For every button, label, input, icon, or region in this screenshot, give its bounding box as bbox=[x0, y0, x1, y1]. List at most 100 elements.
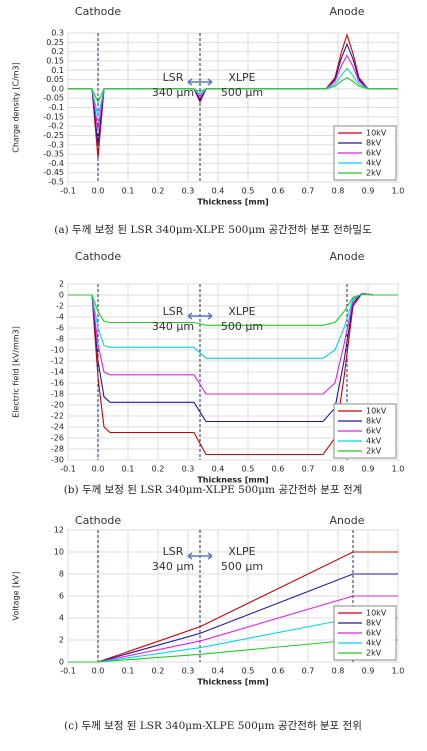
caption: (b) 두께 보정 된 LSR 340μm-XLPE 500μm 공간전하 분포… bbox=[64, 483, 363, 496]
annotation: LSR bbox=[163, 545, 184, 558]
x-tick-label: 0.8 bbox=[332, 465, 345, 474]
x-tick-label: 0.4 bbox=[212, 667, 225, 676]
y-tick-label: -0.15 bbox=[43, 112, 64, 121]
y-tick-label: 12 bbox=[54, 526, 64, 535]
annotation: 340 μm bbox=[152, 86, 194, 99]
legend-label: 4kV bbox=[366, 159, 382, 168]
x-tick-label: 0.1 bbox=[122, 667, 135, 676]
x-tick-label: 0.6 bbox=[272, 187, 285, 196]
x-tick-label: 0.7 bbox=[302, 187, 315, 196]
y-axis-title: Electric field [kV/mm3] bbox=[12, 326, 21, 418]
y-tick-label: -4 bbox=[56, 313, 64, 322]
legend-label: 10kV bbox=[366, 407, 387, 416]
y-axis-title: Voltage [kV] bbox=[12, 572, 21, 621]
line-series bbox=[68, 293, 398, 326]
y-tick-label: -0.25 bbox=[43, 131, 64, 140]
x-tick-label: 0.8 bbox=[332, 187, 345, 196]
annotation: Anode bbox=[330, 5, 365, 18]
y-tick-label: -6 bbox=[56, 324, 64, 333]
x-tick-label: 0.2 bbox=[152, 187, 165, 196]
legend-label: 10kV bbox=[366, 129, 387, 138]
annotation: XLPE bbox=[228, 305, 255, 318]
x-tick-label: 0.6 bbox=[272, 465, 285, 474]
legend-label: 8kV bbox=[366, 417, 382, 426]
annotation: XLPE bbox=[228, 545, 255, 558]
annotation: XLPE bbox=[228, 71, 255, 84]
x-tick-label: 0.7 bbox=[302, 667, 315, 676]
x-tick-label: 0.4 bbox=[212, 465, 225, 474]
caption: (c) 두께 보정 된 LSR 340μm-XLPE 500μm 공간전하 분포… bbox=[64, 719, 362, 732]
legend-label: 8kV bbox=[366, 139, 382, 148]
arrow bbox=[187, 312, 213, 320]
y-tick-label: -0.4 bbox=[48, 159, 64, 168]
y-tick-label: -28 bbox=[51, 445, 64, 454]
y-tick-label: 8 bbox=[59, 570, 64, 579]
legend-label: 2kV bbox=[366, 447, 382, 456]
y-tick-label: -0.2 bbox=[48, 122, 64, 131]
x-tick-label: 0.4 bbox=[212, 187, 225, 196]
y-tick-label: 6 bbox=[59, 592, 64, 601]
legend-label: 6kV bbox=[366, 149, 382, 158]
x-tick-label: 0.3 bbox=[182, 667, 195, 676]
y-axis-title: Charge density [C/m3] bbox=[12, 62, 21, 153]
x-tick-label: 1.0 bbox=[392, 667, 405, 676]
x-axis-title: Thickness [mm] bbox=[197, 198, 268, 207]
x-tick-label: 0.2 bbox=[152, 667, 165, 676]
y-tick-label: -14 bbox=[51, 368, 64, 377]
y-tick-label: -12 bbox=[51, 357, 64, 366]
y-tick-label: 4 bbox=[59, 614, 64, 623]
annotation: LSR bbox=[163, 71, 184, 84]
line-series bbox=[68, 77, 398, 104]
y-tick-label: 0.25 bbox=[46, 38, 64, 47]
legend-label: 2kV bbox=[366, 169, 382, 178]
x-tick-label: 0.8 bbox=[332, 667, 345, 676]
x-tick-label: 0.1 bbox=[122, 187, 135, 196]
y-tick-label: 0.05 bbox=[46, 75, 64, 84]
y-tick-label: 0.15 bbox=[46, 56, 64, 65]
x-axis-title: Thickness [mm] bbox=[197, 476, 268, 485]
x-tick-label: 0.5 bbox=[242, 465, 255, 474]
legend-label: 6kV bbox=[366, 427, 382, 436]
y-tick-label: 2 bbox=[59, 280, 64, 289]
x-axis-title: Thickness [mm] bbox=[197, 678, 268, 687]
x-tick-label: -0.1 bbox=[60, 667, 76, 676]
x-tick-label: 0.6 bbox=[272, 667, 285, 676]
y-tick-label: -2 bbox=[56, 302, 64, 311]
arrow bbox=[187, 552, 213, 560]
x-tick-label: 0.3 bbox=[182, 465, 195, 474]
y-tick-label: -0.05 bbox=[43, 94, 64, 103]
legend-label: 8kV bbox=[366, 619, 382, 628]
y-tick-label: 0.3 bbox=[51, 29, 64, 38]
x-tick-label: 0.0 bbox=[92, 465, 105, 474]
x-tick-label: 0.3 bbox=[182, 187, 195, 196]
annotation: 500 μm bbox=[221, 320, 263, 333]
caption: (a) 두께 보정 된 LSR 340μm-XLPE 500μm 공간전하 분포… bbox=[54, 223, 372, 236]
y-tick-label: 0.1 bbox=[51, 66, 64, 75]
legend-label: 10kV bbox=[366, 609, 387, 618]
y-tick-label: -24 bbox=[51, 423, 64, 432]
x-tick-label: 0.9 bbox=[362, 187, 375, 196]
annotation: Cathode bbox=[75, 514, 121, 527]
annotation: Anode bbox=[330, 250, 365, 263]
x-tick-label: 0.0 bbox=[92, 667, 105, 676]
legend-label: 6kV bbox=[366, 629, 382, 638]
annotation: Cathode bbox=[75, 250, 121, 263]
annotation: 500 μm bbox=[221, 86, 263, 99]
x-tick-label: 0.5 bbox=[242, 667, 255, 676]
x-tick-label: 0.5 bbox=[242, 187, 255, 196]
x-tick-label: 1.0 bbox=[392, 187, 405, 196]
y-tick-label: -10 bbox=[51, 346, 64, 355]
y-tick-label: -0.3 bbox=[48, 140, 64, 149]
legend-label: 4kV bbox=[366, 437, 382, 446]
annotation: 340 μm bbox=[152, 320, 194, 333]
annotation: 500 μm bbox=[221, 560, 263, 573]
x-tick-label: 0.7 bbox=[302, 465, 315, 474]
x-tick-label: -0.1 bbox=[60, 465, 76, 474]
x-tick-label: -0.1 bbox=[60, 187, 76, 196]
y-tick-label: 0.2 bbox=[51, 47, 64, 56]
y-tick-label: 0 bbox=[59, 291, 64, 300]
y-tick-label: -0.35 bbox=[43, 150, 64, 159]
legend-label: 4kV bbox=[366, 639, 382, 648]
y-tick-label: -30 bbox=[51, 456, 64, 465]
annotation: 340 μm bbox=[152, 560, 194, 573]
